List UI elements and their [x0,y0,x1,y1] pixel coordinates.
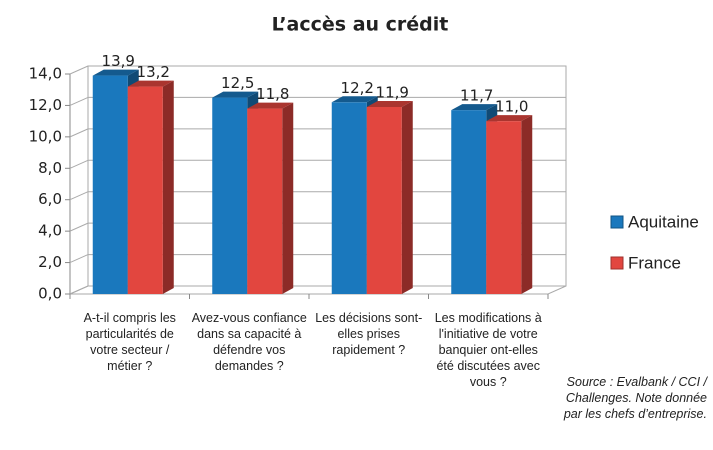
bar-top [331,96,378,103]
grid-line-side [69,159,89,169]
bar [366,107,402,294]
y-tick-label: 14,0 [29,65,62,83]
source-note: Source : Evalbank / CCI / Challenges. No… [563,375,707,421]
value-label: 11,8 [256,85,289,103]
value-label: 11,7 [460,87,493,105]
bar-side [401,101,413,294]
bar-top [451,104,498,111]
bar [331,102,367,295]
bar-top [127,80,174,87]
bar [451,110,487,295]
grid-line-side [69,254,89,264]
bar [127,86,163,294]
bar-top [247,102,294,109]
x-tick-label: Les modifications à l'initiative de votr… [434,311,542,389]
y-tick-label: 6,0 [38,190,62,208]
y-tick-label: 8,0 [38,159,62,177]
bar [486,121,522,295]
bar-top [92,69,139,76]
value-label: 12,2 [341,79,374,97]
chart-title: L’accès au crédit [272,14,449,36]
bar-side [521,115,533,295]
y-tick-label: 12,0 [29,96,62,114]
grid-line-side [69,191,89,201]
x-tick-label: Avez-vous confiance dans sa capacité à d… [191,311,307,373]
bar [212,97,248,294]
y-tick-label: 4,0 [38,222,62,240]
bar-top [366,101,413,107]
bar [247,108,283,294]
value-label: 13,9 [102,52,135,70]
legend-swatch [610,215,624,229]
bar-side [162,80,174,294]
y-tick-label: 10,0 [29,127,62,145]
legend-label: France [628,253,681,272]
value-label: 13,2 [137,63,170,81]
y-tick-label: 2,0 [38,253,62,271]
bar [92,75,128,294]
grid-line-side [69,65,89,75]
x-tick-label: Les décisions sont-elles prises rapideme… [315,311,423,357]
grid-line-side [69,128,89,138]
value-label: 11,9 [376,84,409,102]
bar-side [282,102,294,294]
legend-label: Aquitaine [628,212,699,231]
value-label: 12,5 [221,74,254,92]
grid-line-side [69,285,89,295]
x-tick-label: A-t-il compris les particularités de vot… [83,311,176,373]
grid-line-side [69,222,89,232]
bar-top [212,91,259,98]
grid-line-side [69,96,89,106]
bar-top [486,115,533,122]
legend-swatch [610,256,624,270]
y-tick-label: 0,0 [38,285,62,303]
value-label: 11,0 [495,98,528,116]
